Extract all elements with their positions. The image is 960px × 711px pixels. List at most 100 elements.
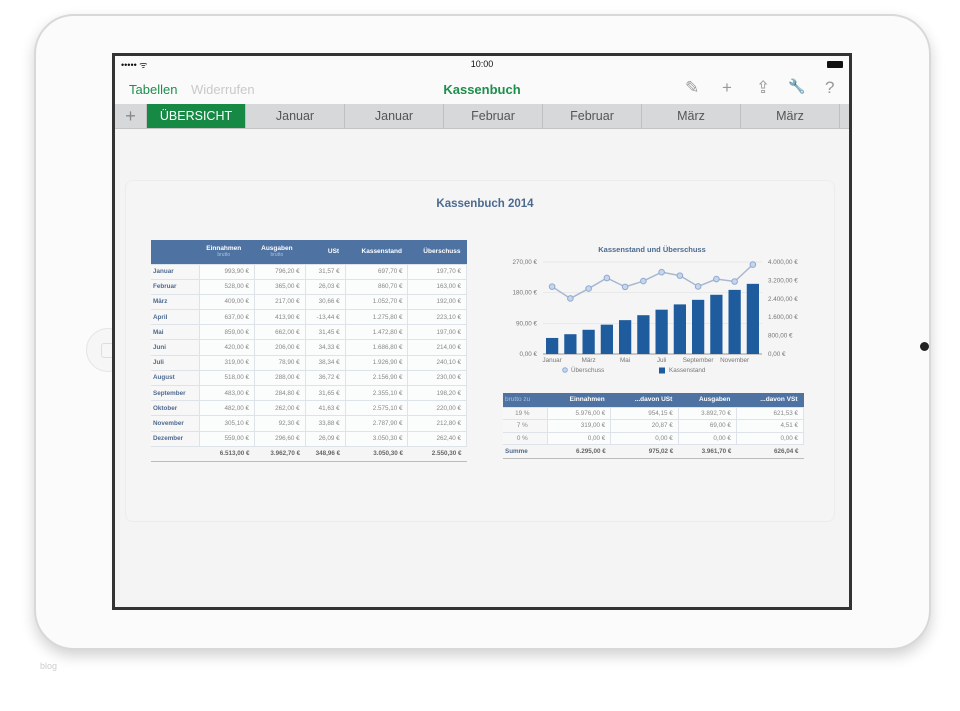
cell[interactable]: 31,57 € <box>304 263 346 280</box>
row-label[interactable]: 0 % <box>503 431 548 445</box>
row-label[interactable]: Juli <box>151 354 200 371</box>
add-sheet-button[interactable]: + <box>115 104 147 128</box>
cell[interactable]: 240,10 € <box>407 354 467 371</box>
row-label[interactable]: Januar <box>151 263 200 280</box>
cell[interactable]: 483,00 € <box>198 384 256 402</box>
undo-button[interactable]: Widerrufen <box>191 82 255 97</box>
cell[interactable]: 284,80 € <box>254 384 306 402</box>
cell[interactable]: 2.355,10 € <box>344 384 409 402</box>
bar-kassenstand[interactable] <box>692 299 705 354</box>
row-label[interactable]: Oktober <box>151 400 200 417</box>
total-cell[interactable] <box>151 445 199 462</box>
column-header[interactable]: Ausgaben <box>678 393 737 407</box>
tab-maerz[interactable]: März <box>642 104 741 128</box>
cell[interactable]: 262,40 € <box>407 430 467 447</box>
bar-kassenstand[interactable] <box>600 324 613 354</box>
total-cell[interactable]: 3.961,70 € <box>678 444 737 459</box>
cell[interactable]: 1.686,80 € <box>344 339 409 356</box>
total-cell[interactable]: 3.050,30 € <box>345 445 408 462</box>
bar-kassenstand[interactable] <box>655 309 668 354</box>
cell[interactable]: 482,00 € <box>198 400 256 417</box>
cell[interactable]: 262,00 € <box>254 400 306 417</box>
row-label[interactable]: 19 % <box>503 406 548 420</box>
column-header[interactable]: ...davon VSt <box>736 393 804 407</box>
cell[interactable]: 0,00 € <box>735 431 805 445</box>
cell[interactable]: 319,00 € <box>198 354 256 371</box>
cell[interactable]: 212,80 € <box>407 415 467 432</box>
cell[interactable]: 217,00 € <box>254 293 306 311</box>
row-label[interactable]: Februar <box>151 278 200 295</box>
cell[interactable]: 26,03 € <box>304 278 346 295</box>
bar-kassenstand[interactable] <box>564 334 577 354</box>
cell[interactable]: 198,20 € <box>407 384 467 402</box>
column-header[interactable]: Einnahmen <box>547 393 611 407</box>
cell[interactable]: 197,70 € <box>407 263 467 280</box>
cell[interactable]: 20,87 € <box>610 419 679 433</box>
cell[interactable]: 860,70 € <box>344 278 409 295</box>
cell[interactable]: 3.892,70 € <box>677 406 737 420</box>
cell[interactable]: 0,00 € <box>677 431 737 445</box>
point-ueberschuss[interactable] <box>676 272 684 279</box>
row-label[interactable]: Juni <box>151 339 200 356</box>
bar-kassenstand[interactable] <box>546 337 559 354</box>
cell[interactable]: 420,00 € <box>198 339 256 356</box>
point-ueberschuss[interactable] <box>585 285 592 292</box>
cell[interactable]: 31,65 € <box>304 384 346 402</box>
row-label[interactable]: September <box>151 384 200 402</box>
bar-kassenstand[interactable] <box>728 289 741 354</box>
chart[interactable]: Kassenstand und Überschuss 0,00 € 90,00 € 1… <box>495 240 825 380</box>
point-ueberschuss[interactable] <box>640 277 647 285</box>
plus-icon[interactable]: + <box>722 78 732 97</box>
row-label[interactable]: Dezember <box>151 430 200 447</box>
cell[interactable]: 3.050,30 € <box>344 430 409 447</box>
wrench-icon[interactable]: 🔧 <box>788 78 806 94</box>
cell[interactable]: 41,63 € <box>304 400 346 417</box>
tabellen-button[interactable]: Tabellen <box>129 82 178 97</box>
cell[interactable]: 34,33 € <box>304 339 346 356</box>
cell[interactable]: 206,00 € <box>254 339 306 356</box>
main-table[interactable]: Einnahmen brutto Ausgaben brutto USt Kassenst… <box>151 240 467 462</box>
cell[interactable]: 1.275,80 € <box>344 309 409 326</box>
total-cell[interactable]: 975,02 € <box>610 444 679 459</box>
cell[interactable]: 26,09 € <box>304 430 346 447</box>
point-ueberschuss[interactable] <box>567 295 574 302</box>
point-ueberschuss[interactable] <box>713 275 720 283</box>
cell[interactable]: 319,00 € <box>546 419 612 433</box>
total-cell[interactable]: 626,04 € <box>736 444 804 459</box>
total-cell[interactable]: 6.295,00 € <box>547 444 611 459</box>
share-icon[interactable]: ⇪ <box>756 78 771 97</box>
cell[interactable]: 2.156,90 € <box>344 369 409 387</box>
cell[interactable]: 5.976,00 € <box>546 406 612 420</box>
cell[interactable]: 31,45 € <box>304 324 346 341</box>
cell[interactable]: 36,72 € <box>304 369 346 387</box>
cell[interactable]: 2.575,10 € <box>344 400 409 417</box>
cell[interactable]: 288,00 € <box>254 369 306 387</box>
cell[interactable]: 2.787,90 € <box>344 415 409 432</box>
help-icon[interactable]: ? <box>825 78 835 97</box>
total-cell[interactable]: 348,96 € <box>305 445 346 462</box>
cell[interactable]: 223,10 € <box>407 309 467 326</box>
column-header[interactable]: Kassenstand <box>345 240 408 264</box>
cell[interactable]: 163,00 € <box>407 278 467 295</box>
cell[interactable]: 365,00 € <box>254 278 306 295</box>
paintbrush-icon[interactable]: ✎ <box>685 78 700 97</box>
cell[interactable]: -13,44 € <box>304 309 346 326</box>
cell[interactable]: 0,00 € <box>546 431 612 445</box>
cell[interactable]: 30,66 € <box>304 293 346 311</box>
cell[interactable]: 796,20 € <box>254 263 306 280</box>
column-header[interactable]: Ausgaben brutto <box>254 240 306 264</box>
cell[interactable]: 33,88 € <box>304 415 346 432</box>
total-cell[interactable]: 2.550,30 € <box>407 445 467 462</box>
bar-kassenstand[interactable] <box>619 320 632 354</box>
bar-kassenstand[interactable] <box>637 315 650 354</box>
tab-februar[interactable]: Februar <box>444 104 543 128</box>
cell[interactable]: 4,51 € <box>735 419 805 433</box>
tab-maerz-2[interactable]: März <box>741 104 840 128</box>
column-header[interactable]: Einnahmen brutto <box>199 240 255 264</box>
point-ueberschuss[interactable] <box>621 283 629 291</box>
cell[interactable]: 637,00 € <box>198 309 256 326</box>
point-ueberschuss[interactable] <box>548 283 556 290</box>
tab-januar-2[interactable]: Januar <box>345 104 444 128</box>
bar-kassenstand[interactable] <box>746 283 759 354</box>
cell[interactable]: 1.472,80 € <box>344 324 409 341</box>
